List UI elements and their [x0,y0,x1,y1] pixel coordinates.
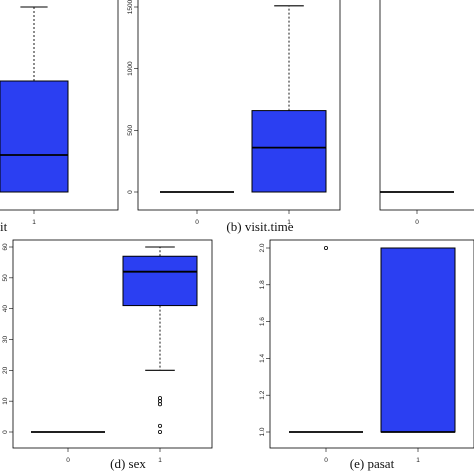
panel-caption: it [0,219,8,234]
y-tick-label: 500 [127,125,134,136]
plot-frame [137,0,341,211]
boxplot-panel-2: 0 500 1000 1500 0 1(b) visit.time [127,0,341,234]
y-tick-label: 1.4 [259,354,266,363]
outlier-point [157,429,162,434]
panel-caption: (d) sex [110,456,146,471]
x-tick-label: 1 [416,457,420,464]
boxplot-panel-1: 1 it [0,0,119,234]
box-iqr-1 [122,255,198,307]
outlier-point [157,396,162,401]
y-tick-label: 2.0 [259,243,266,252]
x-tick-label: 1 [32,219,36,226]
plot-frame [12,239,213,449]
x-tick-label: 0 [195,219,199,226]
y-tick-label: 40 [2,305,9,313]
box-iqr-1 [380,247,456,433]
x-tick-label: 1 [287,219,291,226]
x-tick-label: 0 [324,457,328,464]
y-tick-label: 0 [2,430,9,434]
outlier-point [157,423,162,428]
boxplot-panel-5: 1.0 1.2 1.4 1.6 1.8 2.0 0 1 (e) pasat [259,239,474,471]
y-tick-label: 20 [2,366,9,374]
y-tick-label: 1.2 [259,390,266,399]
x-tick-label: 0 [415,219,419,226]
x-tick-label: 1 [158,457,162,464]
y-tick-label: 1.6 [259,317,266,326]
box-iqr-1 [251,110,327,193]
boxplot-panel-4: 0 10 20 30 40 50 60 0 1 (d) sex [2,239,213,471]
plot-frame [269,239,474,449]
y-tick-label: 60 [2,243,9,251]
boxplot-panel-3: 0 [379,0,474,226]
y-tick-label: 1.0 [259,427,266,436]
panel-caption: (e) pasat [350,456,395,471]
y-tick-label: 1000 [127,61,134,76]
y-tick-label: 1500 [127,0,134,14]
plot-frame [0,0,119,211]
y-tick-label: 1.8 [259,280,266,289]
y-tick-label: 10 [2,397,9,405]
y-tick-label: 30 [2,336,9,344]
panel-caption: (b) visit.time [226,219,293,234]
outlier-point [323,245,328,250]
y-tick-label: 0 [127,190,134,194]
y-tick-label: 50 [2,274,9,282]
box-iqr-1 [0,80,69,193]
plot-frame [379,0,474,211]
x-tick-label: 0 [66,457,70,464]
